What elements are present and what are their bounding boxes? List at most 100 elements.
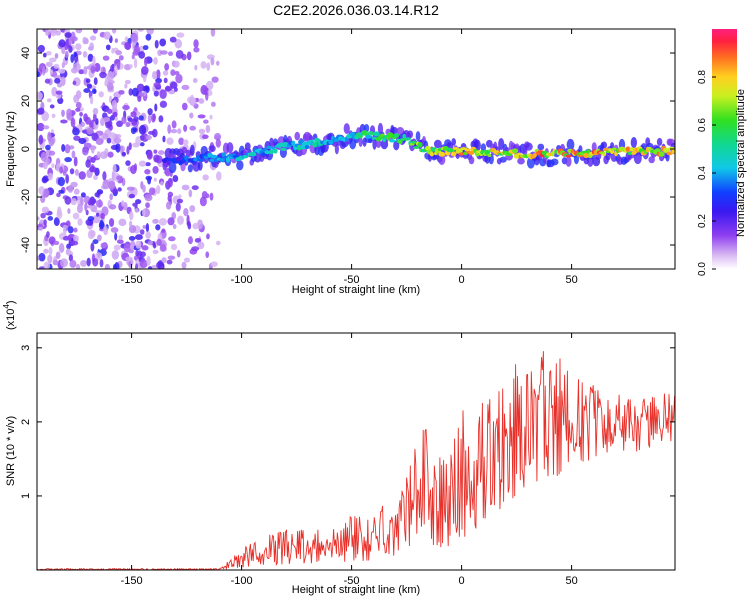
noise-speckle — [75, 29, 83, 34]
x-tick-label: -100 — [231, 575, 253, 587]
noise-speckle — [73, 156, 78, 167]
ridge-core — [382, 137, 387, 143]
ridge-halo — [372, 138, 377, 150]
noise-speckle — [68, 234, 72, 243]
noise-speckle — [80, 196, 84, 207]
noise-speckle — [73, 188, 80, 195]
noise-speckle — [205, 193, 210, 199]
noise-speckle — [142, 184, 146, 193]
noise-speckle — [103, 225, 109, 236]
ridge-core — [196, 158, 204, 162]
spectrogram-panel: -150 -100 -50 0 50 -40 -20 0 20 40 Height of str… — [5, 28, 676, 296]
noise-speckle — [192, 78, 198, 83]
noise-speckle — [139, 251, 146, 258]
ridge-core — [164, 157, 170, 161]
figure-title: C2E2.2026.036.03.14.R12 — [273, 2, 439, 18]
noise-speckle — [78, 171, 86, 180]
noise-speckle — [190, 94, 194, 104]
noise-speckle — [186, 51, 192, 61]
ridge-halo — [294, 131, 301, 141]
spectrogram-x-label: Height of straight line (km) — [292, 284, 420, 296]
noise-speckle — [55, 90, 63, 95]
noise-speckle — [116, 239, 124, 244]
noise-speckle — [38, 252, 46, 262]
noise-speckle — [37, 44, 45, 53]
noise-speckle — [174, 38, 183, 49]
noise-speckle — [47, 172, 54, 181]
noise-speckle — [111, 100, 118, 110]
noise-speckle — [142, 208, 146, 217]
noise-speckle — [139, 229, 145, 235]
noise-speckle — [83, 142, 92, 148]
ridge-halo — [343, 123, 350, 135]
noise-speckle — [58, 243, 65, 253]
noise-speckle — [128, 236, 136, 241]
noise-speckle — [121, 200, 125, 207]
ridge-core — [349, 131, 356, 137]
noise-speckle — [53, 240, 60, 246]
noise-speckle — [176, 32, 185, 38]
noise-speckle — [40, 212, 46, 219]
noise-speckle — [147, 240, 153, 246]
x-tick-label: -50 — [344, 575, 360, 587]
noise-speckle — [42, 52, 47, 58]
noise-speckle — [135, 234, 143, 241]
noise-speckle — [83, 37, 89, 45]
noise-speckle — [49, 69, 54, 75]
x-tick-label: -50 — [344, 274, 360, 286]
ridge-core — [602, 152, 607, 157]
noise-speckle — [84, 202, 88, 212]
noise-speckle — [82, 147, 89, 156]
noise-speckle — [146, 29, 154, 35]
noise-speckle — [105, 44, 111, 51]
noise-speckle — [70, 181, 78, 188]
noise-speckle — [68, 45, 73, 53]
noise-speckle — [166, 201, 172, 210]
noise-speckle — [186, 220, 191, 227]
noise-speckle — [153, 82, 161, 88]
noise-speckle — [148, 130, 156, 135]
noise-speckle — [106, 71, 115, 81]
noise-speckle — [215, 138, 221, 148]
noise-speckle — [172, 175, 179, 183]
y-tick-label: 0 — [20, 146, 32, 152]
noise-speckle — [83, 88, 91, 94]
noise-speckle — [167, 177, 173, 188]
noise-speckle — [104, 263, 111, 269]
ridge-halo — [498, 138, 505, 151]
noise-speckle — [141, 66, 149, 75]
noise-speckle — [46, 98, 52, 103]
noise-speckle — [191, 185, 199, 191]
noise-speckle — [156, 261, 163, 269]
noise-speckle — [124, 41, 132, 50]
noise-speckle — [210, 57, 215, 66]
noise-speckle — [96, 234, 102, 242]
noise-speckle — [58, 68, 66, 74]
noise-speckle — [168, 236, 176, 242]
noise-speckle — [202, 174, 209, 181]
noise-speckle — [203, 119, 209, 124]
noise-speckle — [197, 241, 205, 250]
ridge-core — [389, 139, 396, 143]
noise-speckle — [48, 150, 56, 156]
noise-speckle — [114, 232, 118, 241]
ridge-core — [312, 141, 318, 148]
noise-speckle — [170, 129, 178, 134]
ridge-core — [468, 151, 475, 155]
noise-speckle — [145, 33, 152, 41]
ridge-core — [402, 133, 407, 139]
noise-speckle — [117, 187, 122, 192]
colorbar: 0.0 0.2 0.4 0.6 0.8 Normalized spectral ampl… — [697, 29, 747, 276]
noise-speckle — [69, 168, 75, 175]
noise-speckle — [151, 264, 157, 269]
ridge-halo — [601, 141, 608, 150]
noise-speckle — [79, 111, 83, 117]
ridge-halo — [648, 156, 655, 164]
ridge-halo — [236, 160, 244, 171]
noise-speckle — [142, 74, 147, 83]
x-tick-label: 50 — [565, 274, 577, 286]
noise-speckle — [90, 156, 96, 164]
noise-speckle — [96, 212, 100, 217]
ridge-halo — [537, 143, 545, 151]
x-tick-label: 0 — [459, 274, 465, 286]
